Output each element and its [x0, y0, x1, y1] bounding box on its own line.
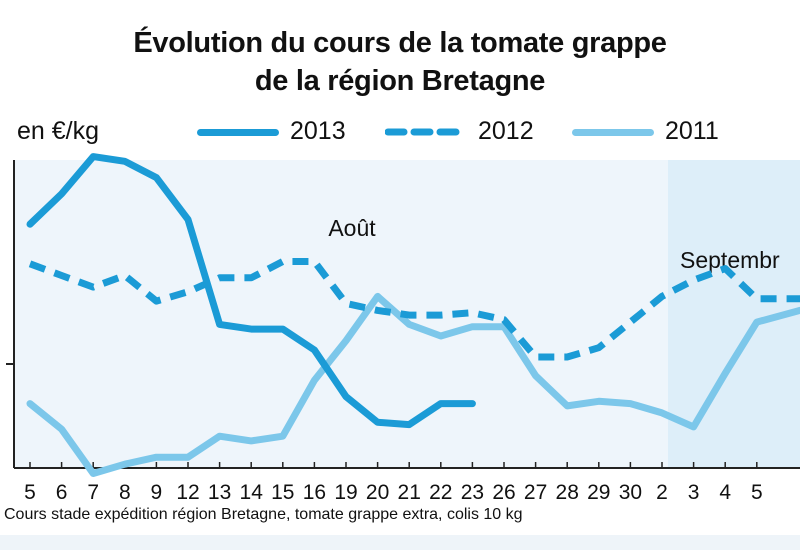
- plot-area-august: [14, 160, 668, 468]
- title-line-1: Évolution du cours de la tomate grappe: [133, 27, 667, 59]
- series-line-2013: [26, 153, 476, 429]
- x-tick-label: 28: [556, 481, 579, 504]
- footnote: Cours stade expédition région Bretagne, …: [4, 506, 523, 523]
- x-tick-label: 19: [334, 481, 357, 504]
- legend-label-2013: 2013: [290, 117, 346, 145]
- x-tick-label: 5: [751, 481, 763, 504]
- x-tick-label: 12: [176, 481, 199, 504]
- series-line-2011: [26, 292, 800, 477]
- x-tick-label: 7: [87, 481, 99, 504]
- x-tick-label: 21: [398, 481, 421, 504]
- x-tick-label: 22: [429, 481, 452, 504]
- legend-label-2011: 2011: [665, 117, 719, 145]
- legend-swatch-2011: [572, 129, 654, 136]
- x-tick-label: 23: [461, 481, 484, 504]
- y-axis-unit: en €/kg: [17, 117, 100, 145]
- x-tick-label: 8: [119, 481, 131, 504]
- month-label: Août: [328, 215, 376, 241]
- x-tick-label: 26: [492, 481, 515, 504]
- x-tick-label: 16: [303, 481, 326, 504]
- x-tick-label: 13: [208, 481, 231, 504]
- x-tick-label: 4: [719, 481, 731, 504]
- x-tick-label: 20: [366, 481, 389, 504]
- legend-label-2012: 2012: [478, 117, 534, 145]
- x-tick-label: 27: [524, 481, 547, 504]
- legend-swatch-2013: [197, 129, 279, 136]
- x-tick-label: 29: [587, 481, 610, 504]
- x-tick-label: 15: [271, 481, 294, 504]
- x-tick-label: 5: [24, 481, 36, 504]
- x-tick-label: 30: [619, 481, 642, 504]
- x-tick-label: 2: [656, 481, 668, 504]
- x-tick-label: 6: [56, 481, 68, 504]
- x-tick-label: 9: [151, 481, 163, 504]
- bottom-band: [0, 535, 800, 550]
- x-tick-label: 3: [688, 481, 700, 504]
- title-line-2: de la région Bretagne: [254, 65, 546, 97]
- chart-title: Évolution du cours de la tomate grappe d…: [0, 24, 800, 100]
- x-tick-label: 14: [240, 481, 264, 504]
- series-line-2012: [28, 258, 800, 361]
- legend-swatch-2012: [385, 128, 467, 136]
